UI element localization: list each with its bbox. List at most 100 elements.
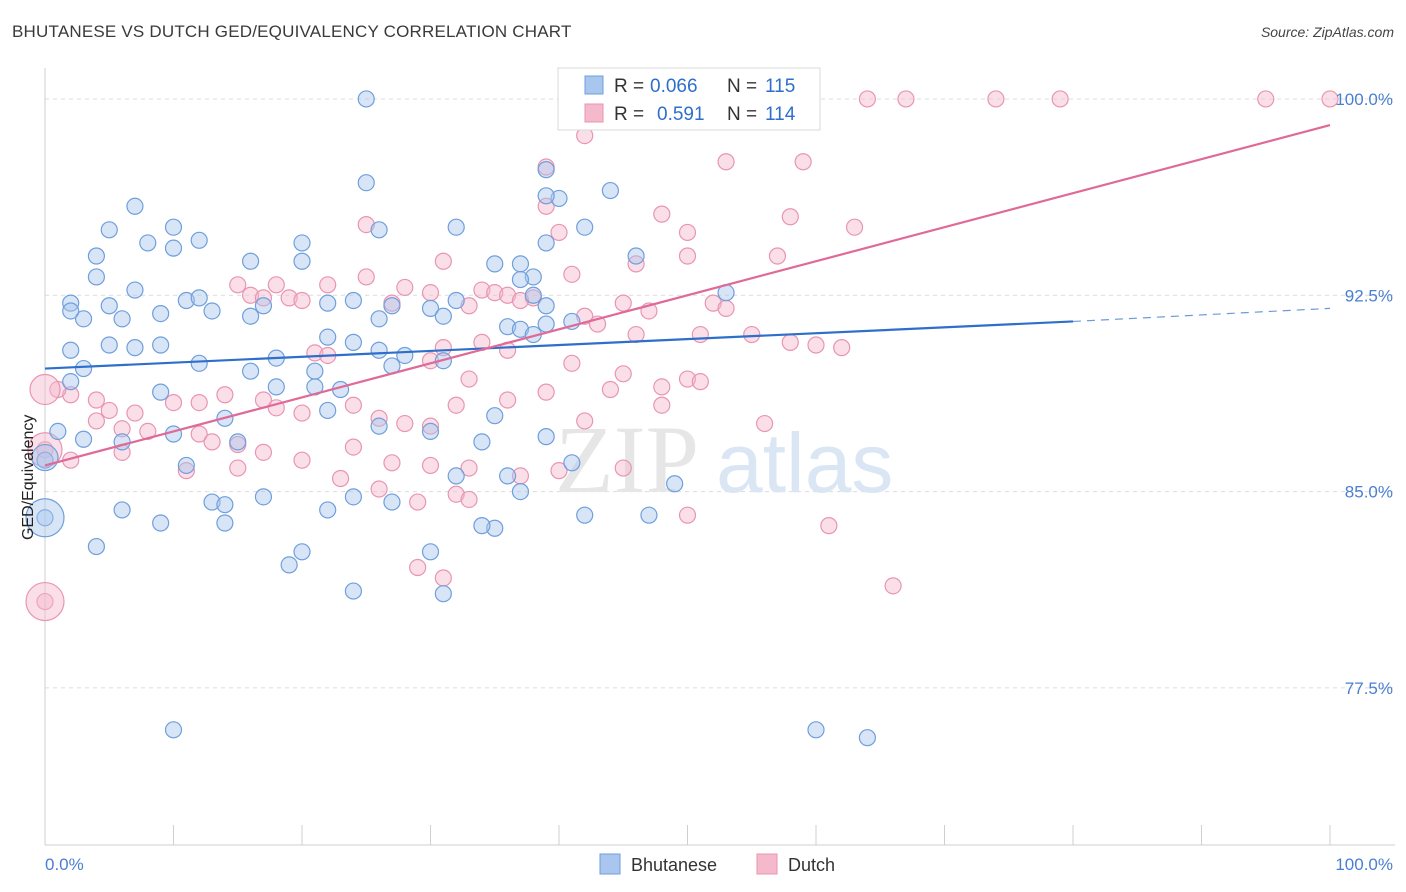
bhutanese-point (280, 556, 298, 574)
y-tick-label-3: 100.0% (1335, 90, 1393, 109)
bhutanese-point (537, 234, 555, 252)
legend-swatch-bhutanese (584, 75, 604, 95)
dutch-point (434, 569, 452, 587)
bhutanese-point (383, 297, 401, 315)
legend-item-dutch-swatch (756, 853, 778, 875)
bhutanese-point (293, 234, 311, 252)
dutch-point (409, 493, 427, 511)
bhutanese-point (447, 467, 465, 485)
dutch-point (267, 276, 285, 294)
dutch-point (216, 386, 234, 404)
bhutanese-point (447, 291, 465, 310)
y-tick-label-0: 77.5% (1345, 679, 1393, 698)
dutch-point (164, 394, 183, 412)
bhutanese-point (511, 255, 530, 273)
dutch-point (447, 485, 465, 503)
legend-r-label-1: R = (614, 76, 644, 97)
x-tick-label-1: 100.0% (1335, 855, 1393, 874)
dutch-point (781, 208, 799, 226)
bhutanese-point (164, 239, 183, 257)
bhutanese-point (627, 247, 645, 265)
bhutanese-point (537, 428, 555, 446)
dutch-point (768, 247, 787, 265)
dutch-point (704, 294, 722, 312)
bhutanese-point (62, 373, 80, 391)
dutch-point (614, 365, 632, 383)
bhutanese-point (254, 297, 273, 315)
legend-item-bhutanese-swatch (599, 853, 621, 875)
dutch-trend-line (44, 124, 1331, 467)
dutch-point (242, 286, 260, 304)
dutch-point (177, 462, 195, 480)
legend-r-value-2: 0.591 (657, 104, 705, 125)
dutch-point (100, 401, 118, 420)
legend-n-value-1: 115 (765, 76, 795, 97)
dutch-point (743, 325, 761, 344)
dutch-point (550, 223, 568, 242)
dutch-point (344, 396, 362, 414)
bhutanese-point (511, 483, 530, 501)
bhutanese-point (152, 514, 170, 532)
dutch-point (293, 291, 311, 310)
bhutanese-point (370, 341, 388, 359)
bhutanese-point (306, 362, 324, 380)
bhutanese-point (537, 315, 555, 333)
chart-title: BHUTANESE VS DUTCH GED/EQUIVALENCY CORRE… (12, 22, 572, 41)
bhutanese-point (126, 197, 144, 215)
bhutanese-point (177, 456, 195, 475)
bhutanese-point (87, 537, 106, 556)
dutch-point (845, 218, 864, 236)
dutch-point (576, 307, 594, 325)
dutch-point (383, 454, 401, 472)
bhutanese-point (87, 247, 106, 265)
dutch-point (447, 396, 465, 414)
dutch-point (357, 215, 375, 234)
bhutanese-point (486, 519, 504, 537)
dutch-point (678, 370, 697, 388)
dutch-point (460, 459, 478, 477)
dutch-point (190, 425, 208, 443)
dutch-point (794, 153, 812, 171)
legend-swatch-dutch (584, 103, 604, 123)
dutch-point (460, 490, 478, 509)
dutch-point (229, 276, 247, 294)
y-tick-label-2: 92.5% (1345, 286, 1393, 305)
bhutanese-point (113, 310, 131, 328)
bhutanese-point (511, 270, 530, 289)
y-axis-label: GED/Equivalency (20, 415, 37, 540)
bhutanese-point (190, 231, 208, 249)
bhutanese-point (190, 289, 208, 307)
dutch-large-point (27, 432, 63, 468)
dutch-large-point (25, 581, 65, 622)
bhutanese-point (807, 721, 825, 739)
series-dutch-points (25, 90, 1339, 622)
dutch-point (139, 422, 157, 440)
bhutanese-point (537, 297, 555, 315)
dutch-point (409, 558, 427, 577)
bhutanese-point (203, 302, 221, 320)
bhutanese-point (126, 339, 144, 357)
bhutanese-point (319, 328, 337, 346)
dutch-point (396, 278, 414, 297)
bhutanese-point (242, 307, 260, 325)
dutch-point (190, 394, 208, 412)
bhutanese-point (152, 336, 170, 354)
dutch-point (897, 90, 915, 108)
bhutanese-point (216, 514, 234, 532)
x-tick-label-0: 0.0% (45, 855, 84, 874)
dutch-point (653, 396, 671, 414)
dutch-point (62, 386, 80, 404)
bhutanese-point (62, 302, 80, 320)
dutch-point (293, 404, 311, 422)
dutch-point (280, 289, 298, 307)
watermark: ZIP atlas (555, 406, 893, 513)
dutch-point (473, 281, 491, 299)
dutch-point (293, 451, 311, 469)
bhutanese-point (100, 336, 118, 354)
dutch-point (113, 420, 131, 438)
dutch-point (87, 412, 106, 430)
bhutanese-point (499, 467, 517, 485)
legend-n-value-2: 114 (765, 104, 796, 125)
dutch-point (781, 333, 799, 351)
